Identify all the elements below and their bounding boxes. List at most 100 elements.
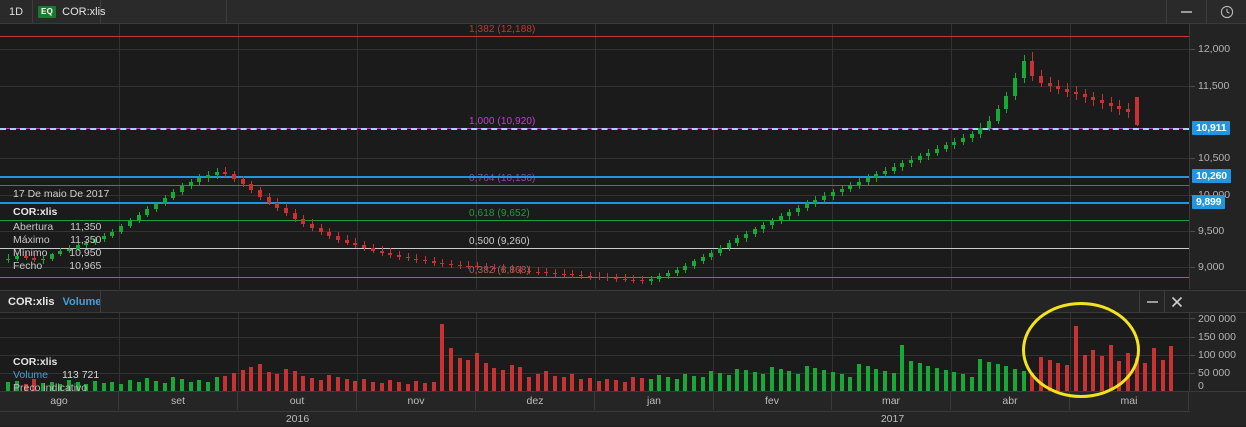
volume-bar	[666, 377, 670, 391]
top-toolbar: 1D EQ COR:xlis	[0, 0, 1246, 24]
volume-legend-indicator-label: Volume	[13, 369, 49, 381]
volume-bar	[918, 363, 922, 391]
volume-bar	[345, 379, 349, 391]
candle-body	[961, 137, 965, 142]
timeframe-selector[interactable]: 1D	[0, 0, 33, 23]
time-axis-month[interactable]: mai	[1070, 392, 1189, 410]
time-axis-month[interactable]: ago	[0, 392, 119, 410]
candle-body	[1074, 91, 1078, 95]
axis-tick	[1190, 336, 1195, 338]
clock-button[interactable]	[1206, 0, 1246, 23]
volume-bar	[1161, 359, 1165, 391]
volume-bar	[675, 378, 679, 391]
volume-bar	[961, 374, 965, 391]
minimize-button[interactable]	[1166, 0, 1206, 23]
time-axis-month[interactable]: abr	[951, 392, 1070, 410]
fibonacci-line[interactable]	[0, 248, 1189, 250]
price-chart-pane[interactable]: 1,382 (12,188) 1,000 (10,920) 0,764 (10,13…	[0, 24, 1189, 289]
time-gridline	[238, 313, 239, 391]
timeframe-label: 1D	[8, 5, 24, 18]
volume-bar	[709, 370, 713, 391]
time-axis[interactable]: ago set out nov dez jan fev mar abr mai 2016 2017	[0, 391, 1246, 426]
price-tag[interactable]: 10,911	[1192, 121, 1231, 136]
candle-body	[353, 242, 357, 246]
volume-bar	[926, 365, 930, 391]
volume-bar	[119, 384, 123, 391]
volume-bar	[336, 377, 340, 391]
time-axis-month[interactable]: out	[238, 392, 357, 410]
price-level-line[interactable]	[0, 175, 1189, 178]
volume-header-indicator[interactable]: Volume	[62, 296, 102, 308]
price-level-line[interactable]	[0, 128, 1189, 131]
candle-body	[735, 238, 739, 243]
time-gridline	[119, 313, 120, 391]
toolbar-slot-1[interactable]	[101, 0, 227, 23]
volume-chart-pane[interactable]	[0, 313, 1189, 391]
candle-wick	[615, 273, 617, 282]
volume-bar	[900, 344, 904, 391]
price-tag[interactable]: 9,899	[1192, 194, 1226, 209]
table-row: Fecho 10,965	[13, 260, 101, 273]
fibonacci-line[interactable]	[0, 219, 1189, 221]
ohlc-high-label: Máximo	[13, 234, 50, 246]
candle-body	[241, 179, 245, 185]
volume-bar	[58, 384, 62, 391]
time-axis-month[interactable]: nov	[357, 392, 476, 410]
fibonacci-line[interactable]	[0, 35, 1189, 37]
volume-bar	[6, 382, 10, 391]
candle-body	[926, 152, 930, 157]
candle-wick	[624, 274, 626, 283]
fibonacci-line[interactable]	[0, 127, 1189, 129]
axis-tick	[1190, 85, 1195, 87]
toolbar-slot-2[interactable]	[227, 0, 1227, 23]
volume-minimize-button[interactable]	[1139, 291, 1164, 313]
volume-bar	[371, 381, 375, 391]
candle-body	[796, 207, 800, 213]
time-axis-month[interactable]: set	[119, 392, 238, 410]
volume-gridline	[0, 372, 1189, 374]
price-level-line[interactable]	[0, 201, 1189, 204]
candle-body	[918, 156, 922, 160]
time-axis-month[interactable]: fev	[713, 392, 832, 410]
time-gridline	[713, 313, 714, 391]
time-axis-month[interactable]: dez	[476, 392, 595, 410]
candle-body	[640, 280, 644, 282]
candle-body	[492, 267, 496, 269]
candle-body	[1117, 106, 1121, 109]
price-tag[interactable]: 10,260	[1192, 168, 1231, 183]
volume-bar	[1030, 372, 1034, 391]
candle-body	[840, 188, 844, 193]
candle-wick	[7, 254, 9, 263]
volume-axis[interactable]: 200 000 150 000 100 000 50 000 0	[1189, 313, 1246, 392]
candle-wick	[433, 257, 435, 266]
volume-bar	[1135, 357, 1139, 391]
time-axis-month[interactable]: jan	[595, 392, 714, 410]
fibonacci-line[interactable]	[0, 276, 1189, 278]
price-axis[interactable]: 12,00011,50010,50010,0009,5009,00010,911…	[1189, 24, 1246, 289]
volume-bar	[978, 359, 982, 391]
candle-body	[1109, 103, 1113, 107]
table-row: Máximo 11,350	[13, 234, 101, 247]
candle-body	[119, 225, 123, 232]
volume-bar	[275, 374, 279, 391]
volume-bar	[640, 377, 644, 391]
fibonacci-line[interactable]	[0, 184, 1189, 186]
time-gridline	[832, 313, 833, 391]
volume-bar	[449, 348, 453, 391]
candle-body	[675, 270, 679, 273]
axis-tick	[1190, 372, 1195, 374]
candle-body	[249, 184, 253, 191]
time-gridline	[238, 24, 239, 289]
symbol-selector[interactable]: EQ COR:xlis	[33, 0, 106, 23]
price-gridline	[0, 85, 1189, 87]
price-gridline	[0, 267, 1189, 269]
volume-bar	[579, 379, 583, 391]
time-axis-month[interactable]: mar	[832, 392, 951, 410]
volume-bar	[171, 376, 175, 391]
candle-wick	[563, 269, 565, 278]
volume-bar	[93, 380, 97, 391]
volume-close-button[interactable]	[1164, 291, 1189, 313]
volume-bar	[544, 371, 548, 391]
volume-gridline	[0, 318, 1189, 320]
volume-bar	[510, 364, 514, 391]
